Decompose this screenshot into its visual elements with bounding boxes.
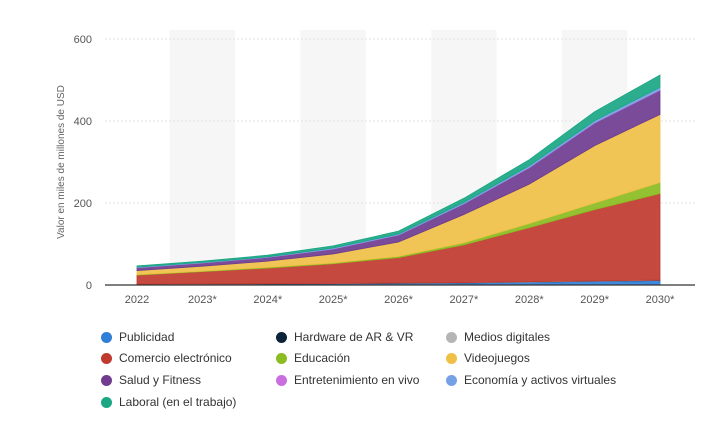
x-tick-label: 2030*	[646, 294, 675, 306]
y-tick-label: 600	[74, 34, 92, 46]
x-tick-label: 2022	[125, 294, 149, 306]
legend-label: Entretenimiento en vivo	[294, 373, 420, 387]
x-tick-label: 2023*	[188, 294, 217, 306]
x-tick-label: 2025*	[319, 294, 348, 306]
y-tick-label: 0	[86, 280, 92, 292]
legend-item[interactable]: Comercio electrónico	[101, 351, 232, 365]
legend-label: Publicidad	[119, 330, 175, 344]
legend-label: Hardware de AR & VR	[294, 330, 414, 344]
legend-marker	[101, 374, 112, 386]
legend-item[interactable]: Medios digitales	[446, 330, 550, 344]
y-tick-label: 400	[74, 116, 92, 128]
legend-marker	[101, 396, 112, 408]
legend-marker	[446, 374, 457, 386]
legend-item[interactable]: Economía y activos virtuales	[446, 373, 616, 387]
legend-item[interactable]: Entretenimiento en vivo	[276, 373, 419, 387]
legend-label: Medios digitales	[464, 330, 551, 344]
x-tick-label: 2026*	[384, 294, 413, 306]
legend-item[interactable]: Publicidad	[101, 330, 174, 344]
legend-label: Laboral (en el trabajo)	[119, 395, 237, 409]
legend-label: Comercio electrónico	[119, 351, 232, 365]
legend-marker	[276, 374, 287, 386]
legend-item[interactable]: Hardware de AR & VR	[276, 330, 413, 344]
legend-label: Salud y Fitness	[119, 373, 202, 387]
y-axis-label: Valor en miles de millones de USD	[56, 85, 67, 239]
area-laboral-en-el-trabajo-[interactable]	[136, 74, 661, 268]
x-tick-label: 2028*	[515, 294, 544, 306]
legend-label: Economía y activos virtuales	[464, 373, 617, 387]
x-tick-label: 2027*	[449, 294, 478, 306]
column-band	[169, 30, 236, 285]
legend-marker	[276, 352, 287, 364]
legend-marker	[446, 352, 457, 364]
legend-label: Educación	[294, 351, 351, 365]
legend-marker	[101, 331, 112, 343]
legend-marker	[101, 352, 112, 364]
x-tick-label: 2024*	[253, 294, 282, 306]
legend-item[interactable]: Salud y Fitness	[101, 373, 201, 387]
y-tick-label: 200	[74, 198, 92, 210]
legend-marker	[446, 331, 457, 343]
legend-label: Videojuegos	[464, 351, 530, 365]
legend-marker	[276, 331, 287, 343]
legend-item[interactable]: Educación	[276, 351, 350, 365]
legend-item[interactable]: Videojuegos	[446, 351, 530, 365]
x-tick-label: 2029*	[580, 294, 609, 306]
legend-item[interactable]: Laboral (en el trabajo)	[101, 395, 236, 409]
